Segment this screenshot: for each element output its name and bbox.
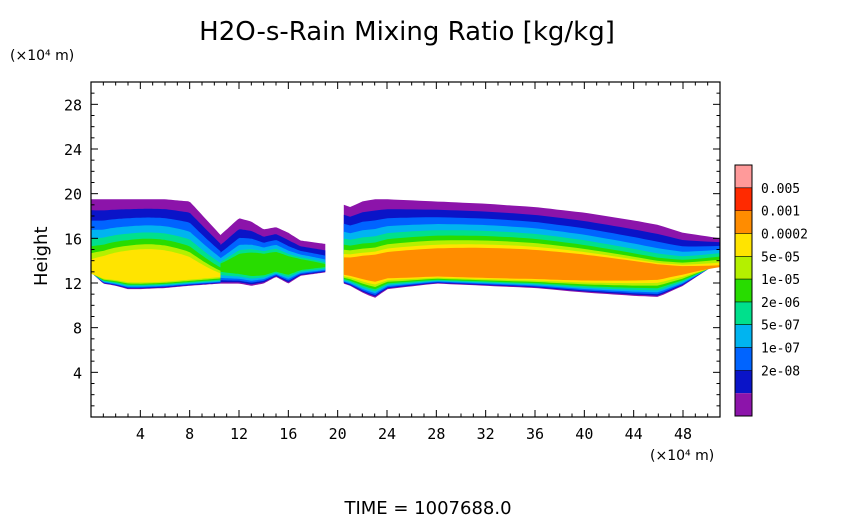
colorbar-swatch bbox=[735, 256, 752, 280]
y-axis-label: Height bbox=[31, 226, 52, 286]
cloud-left bbox=[91, 199, 221, 290]
footer-time: TIME = 1007688.0 bbox=[343, 498, 511, 519]
y-tick-label: 4 bbox=[73, 364, 82, 382]
x-tick-label: 36 bbox=[526, 425, 544, 443]
colorbar-swatch bbox=[735, 233, 752, 257]
x-tick-label: 4 bbox=[136, 425, 145, 443]
colorbar-swatch bbox=[735, 301, 752, 325]
y-unit-label: (×10⁴ m) bbox=[10, 48, 74, 64]
x-tick-label: 48 bbox=[674, 425, 692, 443]
colorbar-label: 1e-05 bbox=[761, 273, 800, 288]
x-tick-label: 20 bbox=[329, 425, 347, 443]
x-tick-label: 44 bbox=[625, 425, 643, 443]
y-tick-label: 24 bbox=[64, 141, 82, 159]
colorbar-swatch bbox=[735, 324, 752, 348]
x-tick-label: 28 bbox=[427, 425, 445, 443]
colorbar-swatch bbox=[735, 347, 752, 371]
colorbar: 0.005 0.001 0.0002 5e-05 1e-05 2e-06 5e-07 1e-0… bbox=[734, 164, 808, 417]
y-tick-label: 16 bbox=[64, 230, 82, 248]
contour-band bbox=[220, 252, 326, 276]
colorbar-frame bbox=[734, 164, 753, 417]
colorbar-label: 0.001 bbox=[761, 205, 800, 220]
colorbar-swatch bbox=[735, 279, 752, 302]
colorbar-swatch bbox=[735, 210, 752, 234]
colorbar-label: 2e-08 bbox=[761, 364, 800, 379]
chart-title: H2O-s-Rain Mixing Ratio [kg/kg] bbox=[199, 17, 615, 47]
x-tick-label: 24 bbox=[378, 425, 396, 443]
colorbar-label: 5e-05 bbox=[761, 250, 800, 265]
y-tick-label: 12 bbox=[64, 275, 82, 293]
x-tick-label: 8 bbox=[185, 425, 194, 443]
x-unit-label: (×10⁴ m) bbox=[650, 448, 714, 464]
x-tick-label: 32 bbox=[477, 425, 495, 443]
colorbar-label: 2e-06 bbox=[761, 296, 800, 311]
contour-band bbox=[91, 249, 221, 283]
cloud-middle bbox=[220, 218, 326, 286]
contour-band bbox=[343, 247, 720, 282]
colorbar-swatch bbox=[735, 393, 752, 416]
x-tick-label: 12 bbox=[230, 425, 248, 443]
colorbar-swatch bbox=[735, 187, 752, 211]
plot-area bbox=[91, 199, 720, 298]
colorbar-label: 1e-07 bbox=[761, 342, 800, 357]
y-tick-label: 28 bbox=[64, 96, 82, 114]
colorbar-label: 0.0002 bbox=[761, 227, 808, 242]
y-tick-label: 8 bbox=[73, 320, 82, 338]
colorbar-swatch bbox=[735, 165, 752, 188]
colorbar-label: 0.005 bbox=[761, 182, 800, 197]
x-tick-label: 40 bbox=[575, 425, 593, 443]
y-tick-label: 20 bbox=[64, 186, 82, 204]
colorbar-label: 5e-07 bbox=[761, 319, 800, 334]
x-tick-label: 16 bbox=[279, 425, 297, 443]
cloud-right bbox=[343, 199, 720, 298]
colorbar-swatch bbox=[735, 370, 752, 394]
